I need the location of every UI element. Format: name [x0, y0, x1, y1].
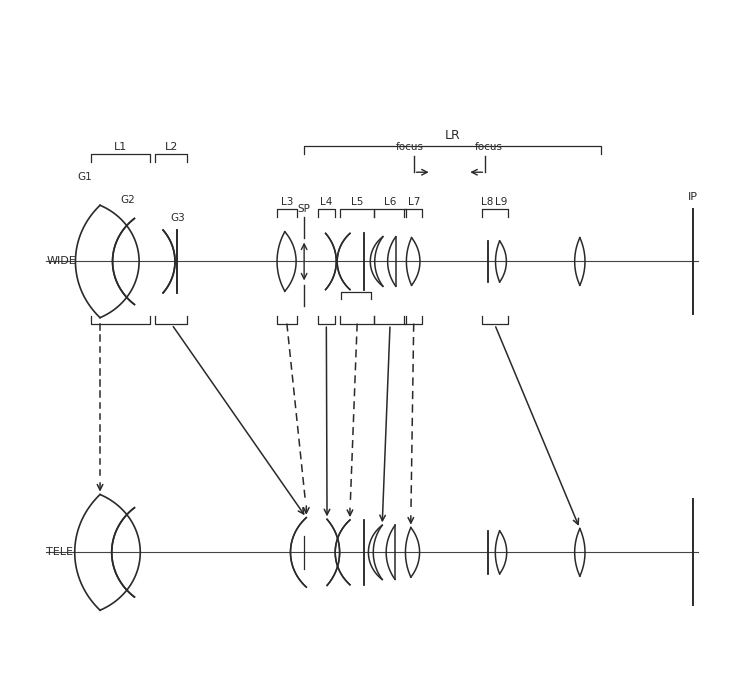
Text: L1: L1 — [113, 142, 127, 152]
Text: L2: L2 — [165, 142, 178, 152]
Text: L3: L3 — [281, 196, 293, 207]
Text: IP: IP — [688, 192, 698, 202]
Text: WIDE: WIDE — [46, 256, 76, 267]
Text: focus: focus — [475, 142, 503, 153]
Text: L7: L7 — [407, 196, 420, 207]
Text: SP: SP — [298, 204, 310, 214]
Text: L8: L8 — [480, 196, 493, 207]
Text: L5: L5 — [351, 196, 364, 207]
Text: L6: L6 — [384, 196, 396, 207]
Text: G3: G3 — [170, 213, 185, 223]
Text: L9: L9 — [495, 196, 507, 207]
Text: LR: LR — [445, 130, 461, 142]
Text: focus: focus — [396, 142, 424, 153]
Text: G1: G1 — [77, 172, 92, 182]
Text: G2: G2 — [120, 195, 135, 205]
Text: TELE: TELE — [46, 547, 73, 558]
Text: L4: L4 — [320, 196, 333, 207]
